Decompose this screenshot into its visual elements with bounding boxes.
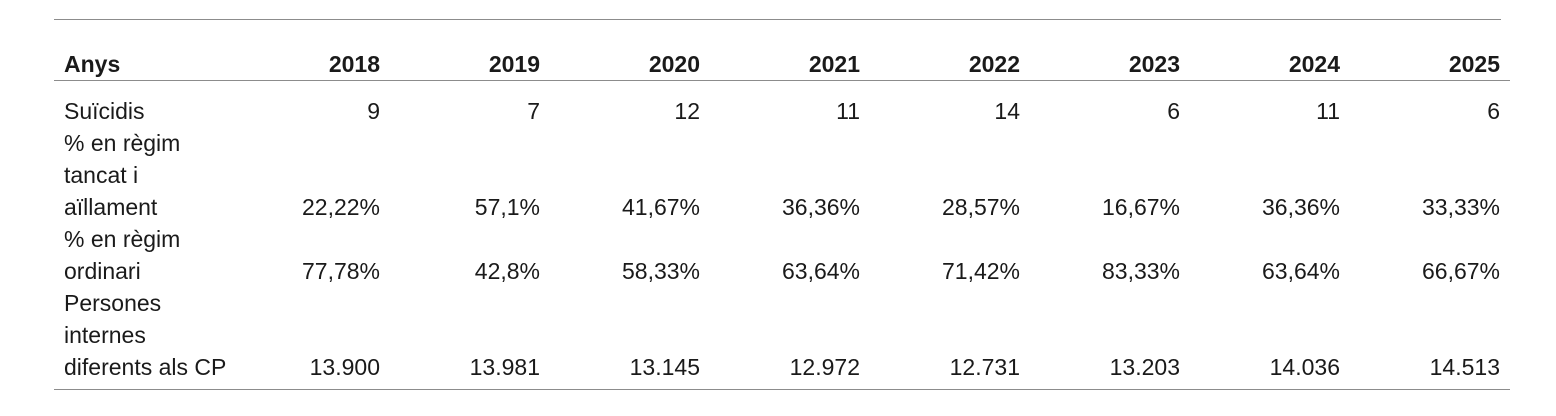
table-row-suicides: Suïcidis 9 7 12 11 14 6 11 6	[54, 81, 1510, 128]
table-cell: 11	[1316, 98, 1340, 124]
table-cell: 66,67%	[1421, 258, 1500, 284]
table-cell: 13.900	[309, 354, 380, 380]
table-cell: 6	[1167, 98, 1180, 124]
table-cell: 9	[367, 98, 380, 124]
row-label: % en règim ordinari	[64, 226, 181, 284]
row-label: % en règim tancat i aïllament	[64, 130, 181, 220]
statistics-table: Anys 2018 2019 2020 2021 2022 2023 2024 …	[54, 20, 1510, 390]
table-row-ordinary-regime: % en règim ordinari 77,78% 42,8% 58,33% …	[54, 223, 1510, 287]
table-cell: 13.981	[469, 354, 540, 380]
table-cell: 13.203	[1109, 354, 1180, 380]
table-cell: 28,57%	[941, 194, 1020, 220]
table-cell: 14	[994, 98, 1020, 124]
header-year: 2024	[1288, 51, 1340, 77]
table-cell: 36,36%	[1261, 194, 1340, 220]
table-cell: 77,78%	[301, 258, 380, 284]
table-cell: 14.513	[1429, 354, 1500, 380]
table-cell: 12.972	[789, 354, 860, 380]
table-cell: 57,1%	[474, 194, 540, 220]
header-year: 2023	[1128, 51, 1180, 77]
table-cell: 6	[1487, 98, 1500, 124]
table-cell: 11	[836, 98, 860, 124]
top-rule	[54, 19, 1501, 20]
table-cell: 83,33%	[1101, 258, 1180, 284]
table-cell: 63,64%	[781, 258, 860, 284]
table-cell: 58,33%	[621, 258, 700, 284]
row-label: Suïcidis	[64, 98, 145, 124]
table-row-closed-regime: % en règim tancat i aïllament 22,22% 57,…	[54, 127, 1510, 223]
table-cell: 42,8%	[474, 258, 540, 284]
header-year: 2022	[968, 51, 1020, 77]
table-cell: 33,33%	[1421, 194, 1500, 220]
header-row: Anys 2018 2019 2020 2021 2022 2023 2024 …	[54, 20, 1510, 81]
table-row-inmates: Persones internes diferents als CP 13.90…	[54, 287, 1510, 390]
table-cell: 16,67%	[1101, 194, 1180, 220]
row-label: Persones internes diferents als CP	[64, 290, 227, 380]
table-cell: 41,67%	[621, 194, 700, 220]
table-cell: 13.145	[629, 354, 700, 380]
header-year: 2018	[328, 51, 380, 77]
table-cell: 12.731	[949, 354, 1020, 380]
header-year: 2019	[488, 51, 540, 77]
table-cell: 12	[674, 98, 700, 124]
table-cell: 63,64%	[1261, 258, 1340, 284]
table-cell: 22,22%	[301, 194, 380, 220]
data-table-container: Anys 2018 2019 2020 2021 2022 2023 2024 …	[54, 19, 1510, 390]
table-cell: 14.036	[1269, 354, 1340, 380]
table-cell: 36,36%	[781, 194, 860, 220]
header-year: 2021	[808, 51, 860, 77]
table-cell: 71,42%	[941, 258, 1020, 284]
table-cell: 7	[527, 98, 540, 124]
header-year: 2025	[1448, 51, 1500, 77]
header-year: 2020	[648, 51, 700, 77]
header-label: Anys	[64, 51, 121, 77]
